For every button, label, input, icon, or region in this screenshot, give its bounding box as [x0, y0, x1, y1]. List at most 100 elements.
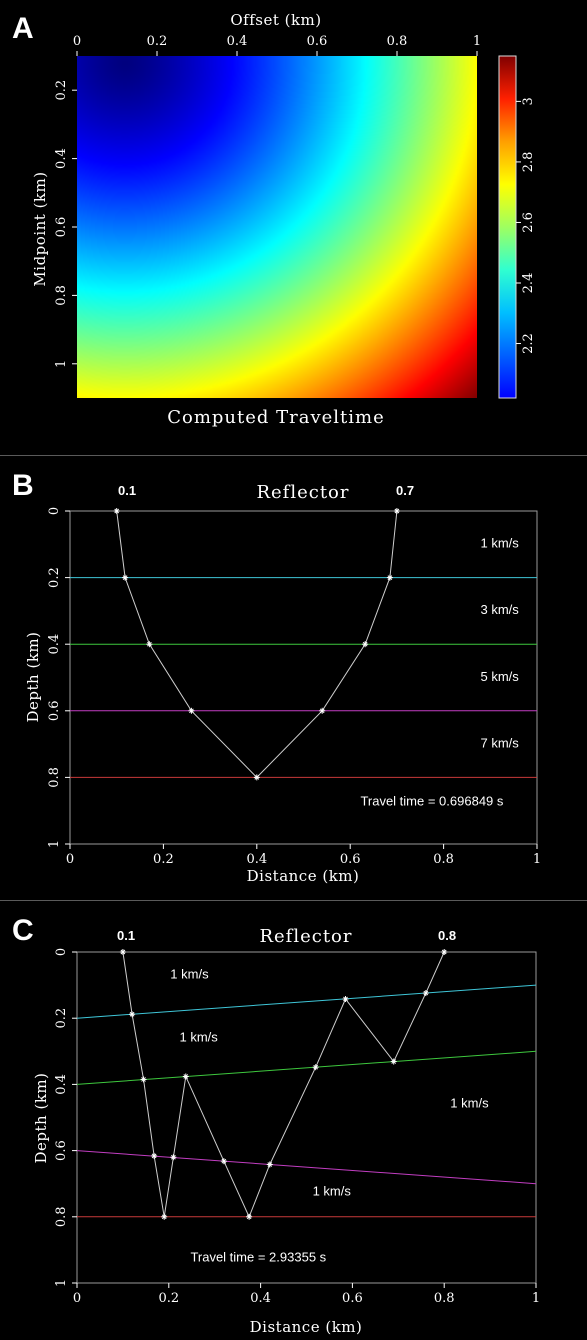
ray-point-mark — [313, 1064, 319, 1070]
ray-point — [161, 1213, 168, 1220]
x-tick-label: 0 — [66, 852, 74, 867]
colorbar-tick-label: 2.2 — [521, 333, 536, 354]
y-tick-label: 0.8 — [47, 767, 62, 788]
annotation-label: 1 km/s — [179, 1029, 218, 1044]
x-axis-label: Offset (km) — [230, 11, 321, 29]
ray-point — [119, 949, 126, 955]
annotation-label: 3 km/s — [480, 602, 519, 617]
ray-point-mark — [394, 508, 400, 514]
ray-plot-b: 0 0.2 0.4 0.6 0.8 100.20.40.60.811 km/s3 km/s… — [47, 507, 541, 867]
ray-point-mark — [343, 996, 348, 1002]
x-axis-label: Distance (km) — [250, 1318, 363, 1336]
ray-point-mark — [189, 708, 194, 714]
y-tick-label: 0.4 — [54, 1074, 69, 1095]
panel-label-a: A — [12, 12, 34, 45]
ray-path — [122, 951, 445, 1219]
ray-point-mark — [267, 1162, 273, 1167]
y-tick-label: 0.4 — [54, 148, 69, 169]
colorbar-tick-label: 2.6 — [521, 212, 536, 233]
ray-trace-chart-b: B Reflector 0.1 0.7 Distance (km) Depth … — [12, 469, 541, 885]
ray-point — [140, 1076, 147, 1083]
ray-point-mark — [387, 575, 393, 580]
x-tick-label: 0 — [73, 1291, 81, 1306]
colorbar — [498, 55, 517, 399]
x-tick-label: 0.2 — [153, 852, 174, 867]
y-axis-label: Depth (km) — [32, 1073, 50, 1164]
y-tick-label: 0.4 — [47, 634, 62, 655]
ray-point-mark — [151, 1153, 157, 1159]
annotation-label: 1 km/s — [480, 536, 519, 551]
x-tick-label: 0.8 — [433, 852, 454, 867]
chart-title: Computed Traveltime — [167, 407, 385, 428]
ray-point — [146, 641, 153, 648]
panel-label-c: C — [12, 914, 34, 947]
ray-point — [386, 574, 393, 581]
ray-point — [319, 707, 326, 714]
ray-point — [362, 641, 369, 648]
panel-b: B Reflector 0.1 0.7 Distance (km) Depth … — [0, 455, 587, 900]
x-tick-label: 0.6 — [340, 852, 361, 867]
panel-label-b: B — [12, 469, 34, 502]
colorbar-tick-label: 3 — [521, 97, 536, 105]
colorbar-tick-label: 2.4 — [521, 273, 536, 294]
ray-point-mark — [423, 990, 429, 996]
divider — [0, 455, 587, 456]
chart-title: Reflector — [259, 926, 352, 947]
y-tick-label: 0 — [47, 507, 62, 515]
divider — [0, 900, 587, 901]
ray-point-mark — [122, 575, 128, 580]
y-axis-label: Depth (km) — [24, 632, 42, 723]
annotation-label: 1 km/s — [170, 966, 209, 981]
ray-point — [182, 1073, 189, 1080]
y-tick-label: 0.8 — [54, 1206, 69, 1227]
y-tick-label: 0.2 — [54, 80, 69, 101]
ray-point-mark — [319, 708, 325, 714]
heatmap-axes: 0 0.2 0.4 0.6 0.8 1 0.2 0.4 0.6 0.8 1 — [54, 34, 481, 368]
ray-point — [390, 1058, 397, 1065]
plot-frame — [69, 510, 538, 845]
y-tick-label: 1 — [54, 360, 69, 368]
y-tick-label: 0.6 — [47, 700, 62, 721]
chart-title: Reflector — [256, 482, 349, 503]
y-tick-label: 0.2 — [54, 1008, 69, 1029]
x-tick-label: 0 — [73, 34, 81, 49]
ray-point — [253, 774, 260, 781]
ray-point-mark — [120, 949, 126, 955]
y-axis-label: Midpoint (km) — [31, 171, 49, 286]
ray-point — [393, 508, 400, 514]
colorbar-tick-label: 2.8 — [521, 152, 536, 173]
traveltime-heatmap-chart: A Offset (km) Midpoint (km) Computed Tra… — [12, 11, 536, 428]
ray-point — [129, 1011, 136, 1018]
source-label: 0.1 — [118, 483, 136, 498]
x-tick-label: 0.8 — [434, 1291, 455, 1306]
y-tick-label: 0.2 — [47, 567, 62, 588]
ray-point-mark — [147, 641, 152, 647]
ray-point-mark — [183, 1074, 189, 1079]
ray-point — [188, 707, 195, 714]
x-tick-label: 0.6 — [307, 34, 328, 49]
ray-point-mark — [441, 949, 447, 955]
heatmap-image — [77, 56, 477, 398]
x-tick-label: 0.4 — [250, 1291, 271, 1306]
x-tick-label: 0.2 — [147, 34, 168, 49]
plot-frame — [76, 951, 537, 1284]
ray-point-mark — [161, 1214, 167, 1220]
y-tick-label: 0.8 — [54, 285, 69, 306]
ray-point — [246, 1213, 253, 1220]
ray-point-mark — [171, 1154, 176, 1160]
ray-point — [266, 1161, 273, 1168]
interface-line — [76, 984, 537, 1019]
interface-line — [76, 1150, 537, 1185]
ray-point-mark — [391, 1059, 397, 1064]
ray-point-mark — [362, 641, 368, 647]
y-tick-label: 1 — [54, 1279, 69, 1287]
ray-point-mark — [114, 508, 120, 514]
ray-point-mark — [246, 1214, 252, 1220]
x-axis-label: Distance (km) — [247, 867, 360, 885]
source-label: 0.1 — [117, 928, 135, 943]
ray-point — [113, 508, 120, 514]
annotation-label: Travel time = 0.696849 s — [360, 794, 503, 809]
ray-point — [441, 949, 448, 955]
ray-point-mark — [254, 775, 260, 780]
x-tick-label: 0.8 — [387, 34, 408, 49]
